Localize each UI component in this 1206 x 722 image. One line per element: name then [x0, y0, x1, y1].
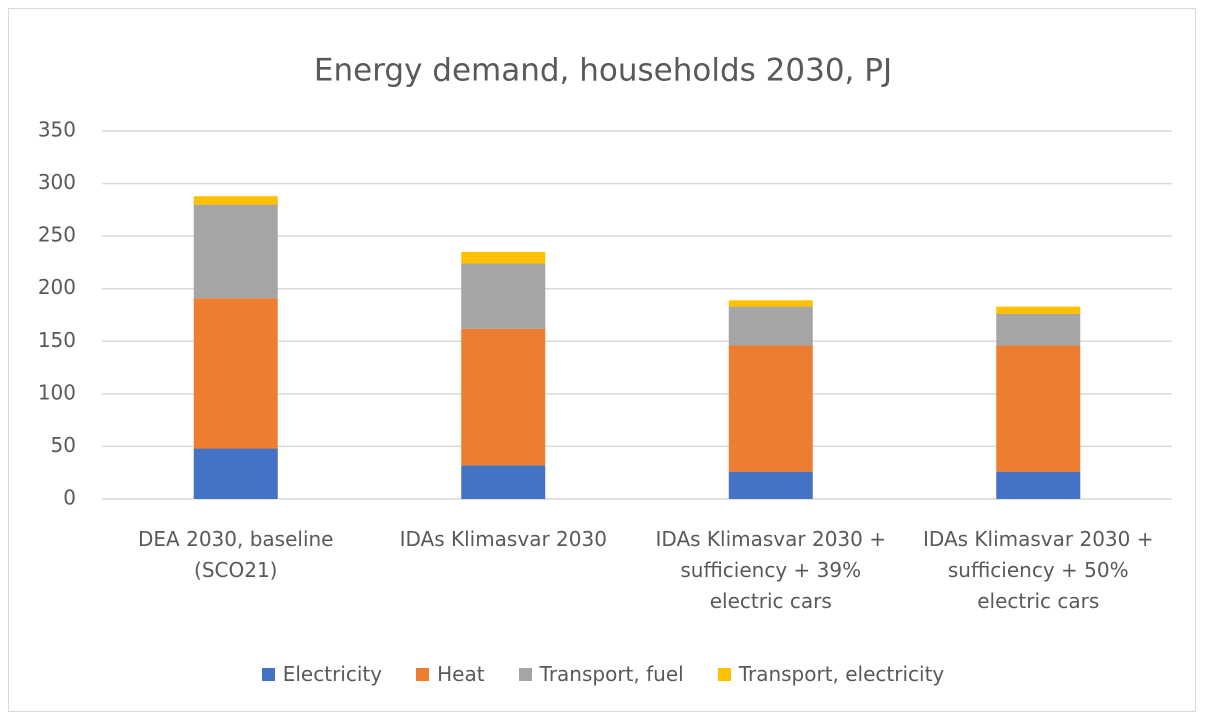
legend-item: Transport, electricity [717, 662, 945, 686]
y-tick-label: 300 [38, 170, 76, 194]
y-tick-label: 250 [38, 223, 76, 247]
x-tick-label: IDAs Klimasvar 2030 + sufficiency + 39% … [655, 527, 886, 613]
x-tick-label: DEA 2030, baseline (SCO21) [138, 527, 334, 582]
y-tick-label: 350 [38, 118, 76, 142]
bar-segment [728, 345, 813, 472]
bar-segment [728, 300, 813, 307]
bar-segment [461, 251, 546, 264]
y-tick-label: 100 [38, 380, 76, 404]
legend-swatch [717, 667, 731, 681]
bar-segment [193, 298, 278, 449]
y-tick-label: 200 [38, 275, 76, 299]
legend-swatch [518, 667, 532, 681]
y-tick-label: 50 [51, 433, 76, 457]
bar-segment [996, 471, 1081, 499]
legend-label: Transport, electricity [738, 662, 945, 686]
legend: Electricity Heat Transport, fuel Transport,… [0, 662, 1206, 686]
legend-item: Heat [416, 662, 485, 686]
bar-segment [996, 313, 1081, 346]
bar-segment [996, 306, 1081, 314]
y-tick-label: 150 [38, 328, 76, 352]
legend-label: Transport, fuel [539, 662, 684, 686]
bar-segment [461, 465, 546, 499]
bar-segment [193, 196, 278, 205]
legend-label: Electricity [282, 662, 383, 686]
bar-segment [728, 306, 813, 346]
legend-label: Heat [437, 662, 485, 686]
bar-segment [193, 204, 278, 299]
x-tick-label: IDAs Klimasvar 2030 + sufficiency + 50% … [923, 527, 1154, 613]
y-tick-label: 0 [63, 486, 76, 510]
bar-segment [461, 328, 546, 466]
bar-segment [728, 471, 813, 499]
legend-item: Transport, fuel [518, 662, 684, 686]
legend-item: Electricity [261, 662, 383, 686]
bar-segment [996, 345, 1081, 472]
legend-swatch [416, 667, 430, 681]
bar-segment [193, 448, 278, 499]
bar-segment [461, 263, 546, 329]
x-tick-label: IDAs Klimasvar 2030 [399, 527, 607, 551]
legend-swatch [261, 667, 275, 681]
chart-title: Energy demand, households 2030, PJ [314, 53, 892, 89]
chart-frame [8, 8, 1196, 712]
